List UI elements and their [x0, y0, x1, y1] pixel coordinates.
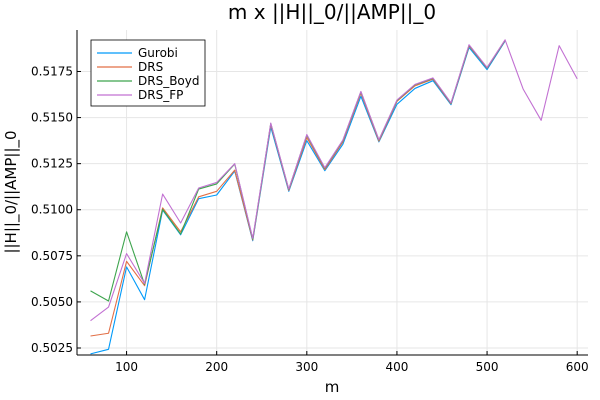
y-tick-label: 0.5100 [31, 203, 73, 217]
legend-label: DRS_FP [138, 88, 183, 102]
series-layer [90, 39, 578, 355]
x-axis-label: m [325, 378, 340, 396]
tick-layer: 100 200 300 400 500 600 0.5025 0.5050 0.5075 0.51… [31, 64, 589, 374]
series-line-drs-fp [90, 39, 578, 322]
legend-label: Gurobi [138, 46, 178, 60]
y-tick-label: 0.5125 [31, 157, 73, 171]
x-tick-label: 100 [115, 360, 138, 374]
x-tick-label: 600 [566, 360, 589, 374]
legend-label: DRS_Boyd [138, 74, 200, 88]
x-tick-label: 500 [476, 360, 499, 374]
series-line-gurobi [90, 40, 506, 355]
y-tick-label: 0.5075 [31, 249, 73, 263]
x-tick-label: 200 [205, 360, 228, 374]
chart-title: m x ||H||_0/||AMP||_0 [228, 0, 436, 24]
grid-layer [77, 30, 588, 355]
legend-label: DRS [138, 60, 163, 74]
x-tick-label: 400 [385, 360, 408, 374]
x-tick-label: 300 [295, 360, 318, 374]
y-tick-label: 0.5150 [31, 111, 73, 125]
y-axis-label: ||H||_0/||AMP||_0 [2, 130, 21, 253]
y-tick-label: 0.5175 [31, 64, 73, 78]
y-tick-label: 0.5025 [31, 341, 73, 355]
y-tick-label: 0.5050 [31, 295, 73, 309]
